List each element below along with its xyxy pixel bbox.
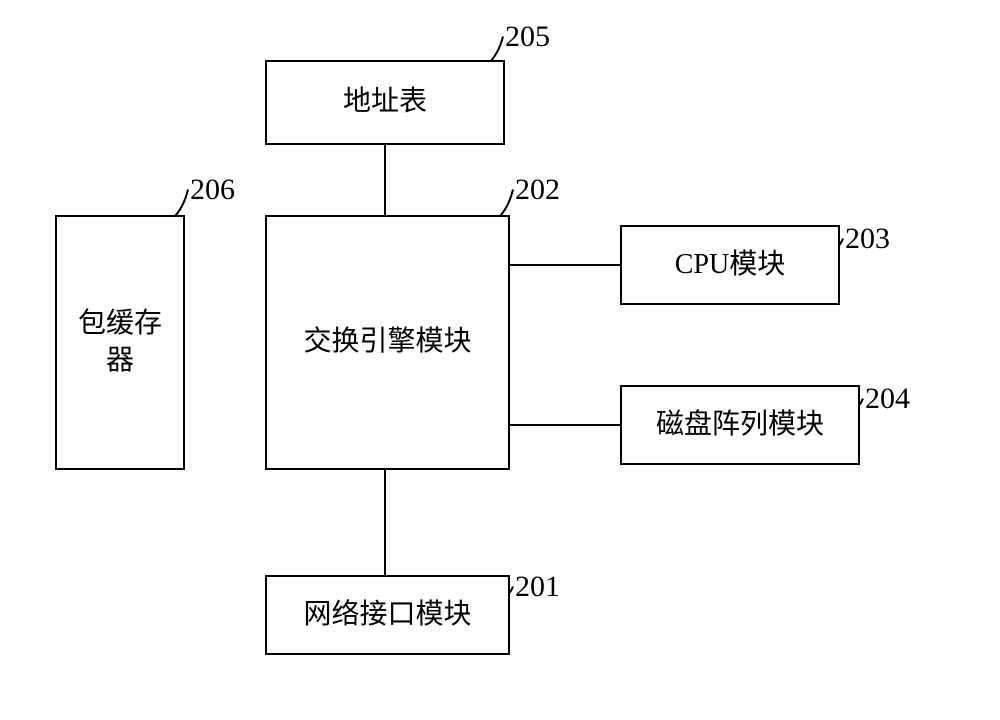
callout-n206: 206 <box>190 173 235 207</box>
node-n204: 磁盘阵列模块 <box>620 385 860 465</box>
node-label: 地址表 <box>343 84 427 120</box>
node-label: 网络接口模块 <box>303 597 471 633</box>
callout-n202: 202 <box>515 173 560 207</box>
callout-n203: 203 <box>845 222 890 256</box>
node-n201: 网络接口模块 <box>265 575 510 655</box>
node-label: 交换引擎模块 <box>303 324 471 360</box>
node-n202: 交换引擎模块 <box>265 215 510 470</box>
node-n206: 包缓存 器 <box>55 215 185 470</box>
callout-n201: 201 <box>515 570 560 604</box>
diagram-canvas: 地址表 205 包缓存 器 206 交换引擎模块 202 CPU模块 203 磁盘阵列模块 204… <box>0 0 1000 720</box>
node-label: 包缓存 器 <box>78 306 162 379</box>
callout-n204: 204 <box>865 382 910 416</box>
node-label: 磁盘阵列模块 <box>656 407 824 443</box>
node-n205: 地址表 <box>265 60 505 145</box>
node-label: CPU模块 <box>675 247 785 283</box>
callout-n205: 205 <box>505 20 550 54</box>
node-n203: CPU模块 <box>620 225 840 305</box>
